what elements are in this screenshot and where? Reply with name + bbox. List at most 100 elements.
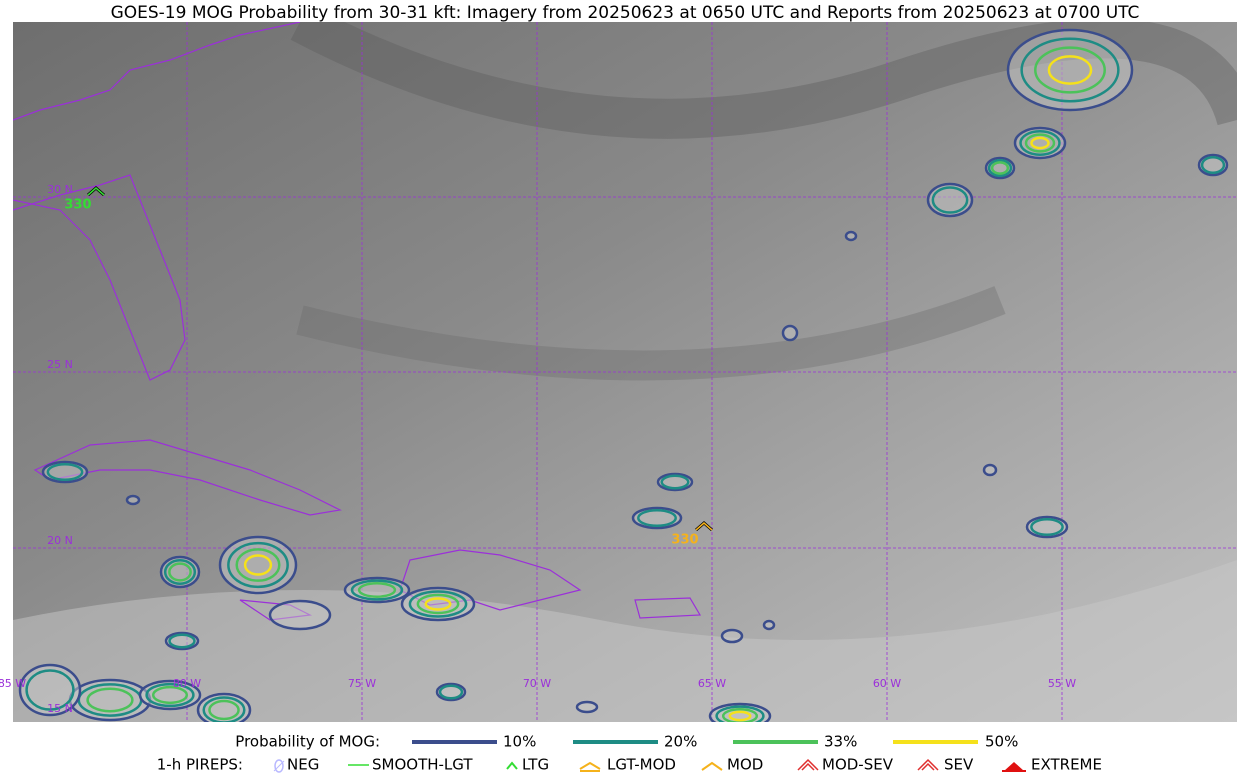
mog-contour: [227, 541, 289, 589]
legend-label: MOD: [727, 756, 763, 774]
mog-contour: [1030, 517, 1064, 537]
mog-contour: [168, 562, 192, 582]
mog-contour: [86, 687, 134, 713]
legend-label: LTG: [522, 756, 549, 774]
legend-icon-part: [579, 761, 601, 772]
mog-contour: [762, 619, 776, 631]
mog-contour: [931, 186, 969, 214]
lon-label: 70 W: [523, 677, 551, 690]
legend-label: NEG: [287, 756, 319, 774]
lon-label: 55 W: [1048, 677, 1076, 690]
legend-icon: [506, 761, 518, 770]
mog-contour: [1200, 155, 1226, 175]
mog-contour: [781, 324, 799, 342]
mog-contour: [196, 692, 252, 722]
legend-icon-part: [274, 759, 284, 773]
mog-contour: [138, 679, 202, 711]
mog-contour: [218, 535, 298, 595]
mog-contour: [268, 599, 332, 631]
lon-label: 80 W: [173, 677, 201, 690]
legend-icon: [1002, 762, 1026, 772]
mog-contour: [151, 685, 189, 705]
mog-contour: [235, 548, 281, 582]
legend-title: 1-h PIREPS:: [157, 756, 243, 774]
mog-contour: [68, 678, 152, 722]
mog-contour: [125, 494, 141, 506]
mog-contour: [926, 182, 974, 218]
mog-contour: [416, 593, 460, 615]
mog-contour: [357, 582, 397, 598]
pirep-icon: [87, 187, 105, 196]
mog-contour: [350, 579, 404, 601]
title: GOES-19 MOG Probability from 30-31 kft: …: [111, 3, 1140, 23]
lat-label: 30 N: [47, 183, 73, 196]
mog-contour: [1020, 37, 1120, 103]
mog-contour: [720, 628, 744, 644]
mog-contour: [208, 699, 240, 721]
legend-icon-part: [701, 761, 723, 771]
mog-contour: [1006, 28, 1134, 112]
pirep-label: 330: [64, 198, 91, 213]
mog-contour: [728, 710, 752, 722]
legend-icon-part: [797, 758, 819, 771]
legend-label: SEV: [944, 756, 974, 774]
lat-label: 25 N: [47, 358, 73, 371]
legend-icon: [273, 759, 285, 773]
lon-label: 85 W: [0, 677, 26, 690]
cloud-band: [13, 560, 1237, 722]
lat-label: 20 N: [47, 534, 73, 547]
mog-contour: [715, 705, 765, 722]
legend-label: MOD-SEV: [822, 756, 894, 774]
mog-contour: [424, 597, 452, 611]
coastline: [13, 22, 301, 381]
mog-contour: [25, 669, 75, 711]
legend-label: SMOOTH-LGT: [372, 756, 473, 774]
mog-contour: [408, 590, 468, 618]
legend-label: 50%: [985, 733, 1018, 751]
mog-contour: [163, 559, 197, 585]
dry-band: [296, 286, 1006, 381]
mog-contour: [982, 463, 998, 477]
coastline: [33, 439, 342, 516]
mog-contour: [1034, 46, 1106, 94]
legend-icon-part: [506, 761, 518, 770]
legend-icon: [701, 761, 723, 771]
mog-contour: [202, 696, 246, 722]
mog-contour: [1047, 55, 1093, 85]
mog-contour: [721, 708, 759, 722]
legend-icon-part: [273, 760, 285, 772]
mog-contour: [660, 474, 690, 490]
mog-contour: [438, 684, 464, 700]
mog-contour: [46, 462, 84, 482]
mog-contour: [990, 161, 1010, 175]
mog-contour: [1024, 133, 1056, 153]
pirep-label: 330: [671, 533, 698, 548]
mog-contour: [1013, 126, 1067, 160]
mog-contour: [987, 158, 1013, 178]
mog-contour: [18, 663, 82, 717]
lon-label: 75 W: [348, 677, 376, 690]
lon-label: 65 W: [698, 677, 726, 690]
mog-contour: [844, 230, 858, 242]
mog-contour: [1030, 136, 1050, 150]
legend-icon: [917, 758, 939, 771]
legend-icon-part: [917, 758, 939, 771]
lat-label: 15 N: [47, 702, 73, 715]
mog-contour: [1019, 130, 1061, 156]
legend-label: 10%: [503, 733, 536, 751]
legend-icon: [797, 758, 819, 771]
legend-icon: [579, 761, 601, 772]
legend-label: LGT-MOD: [607, 756, 676, 774]
mog-contour: [575, 700, 599, 714]
dry-band: [290, 22, 1237, 139]
legend-icon-part: [1004, 762, 1024, 771]
legend-label: 33%: [824, 733, 857, 751]
legend-label: EXTREME: [1031, 756, 1102, 774]
mog-contour: [168, 633, 196, 649]
mog-contour: [145, 682, 195, 708]
legend-title: Probability of MOG:: [235, 733, 380, 751]
lon-label: 60 W: [873, 677, 901, 690]
mog-contour: [243, 554, 273, 576]
legend-label: 20%: [664, 733, 697, 751]
